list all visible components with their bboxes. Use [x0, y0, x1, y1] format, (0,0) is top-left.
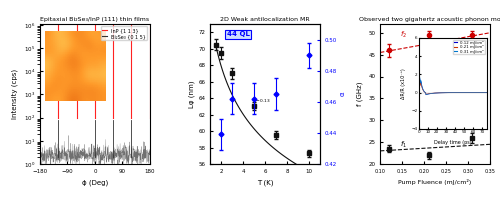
Legend: InP {1 1 3}, Bi₂Se₃ {0 1 5}: InP {1 1 3}, Bi₂Se₃ {0 1 5} — [101, 26, 148, 40]
X-axis label: T (K): T (K) — [257, 179, 274, 186]
Y-axis label: Intensity (cps): Intensity (cps) — [12, 69, 18, 119]
X-axis label: ϕ (Deg): ϕ (Deg) — [82, 179, 108, 186]
Title: Observed two gigahertz acoustic phonon modes: Observed two gigahertz acoustic phonon m… — [358, 17, 500, 22]
Y-axis label: Lφ (nm): Lφ (nm) — [189, 80, 196, 108]
Y-axis label: α: α — [340, 92, 346, 96]
Title: Epitaxial Bi₂Se₃/InP (111) thin films: Epitaxial Bi₂Se₃/InP (111) thin films — [40, 17, 150, 22]
Text: T$^{-0.13}$: T$^{-0.13}$ — [252, 98, 270, 107]
Text: $f_2$: $f_2$ — [400, 30, 407, 40]
X-axis label: Pump Fluence (mJ/cm²): Pump Fluence (mJ/cm²) — [398, 179, 471, 185]
Text: 44 QL: 44 QL — [226, 31, 250, 37]
Title: 2D Weak antilocalization MR: 2D Weak antilocalization MR — [220, 17, 310, 22]
Y-axis label: f (GHz): f (GHz) — [356, 82, 363, 106]
Text: $f_1$: $f_1$ — [400, 140, 407, 150]
